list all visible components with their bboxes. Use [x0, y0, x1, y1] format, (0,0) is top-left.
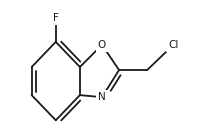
Text: F: F — [53, 13, 59, 23]
Text: O: O — [98, 40, 106, 50]
Text: N: N — [98, 92, 106, 102]
Text: F: F — [53, 13, 59, 23]
Text: O: O — [98, 40, 106, 50]
Text: N: N — [98, 92, 106, 102]
Text: Cl: Cl — [168, 40, 179, 50]
Text: Cl: Cl — [168, 40, 179, 50]
